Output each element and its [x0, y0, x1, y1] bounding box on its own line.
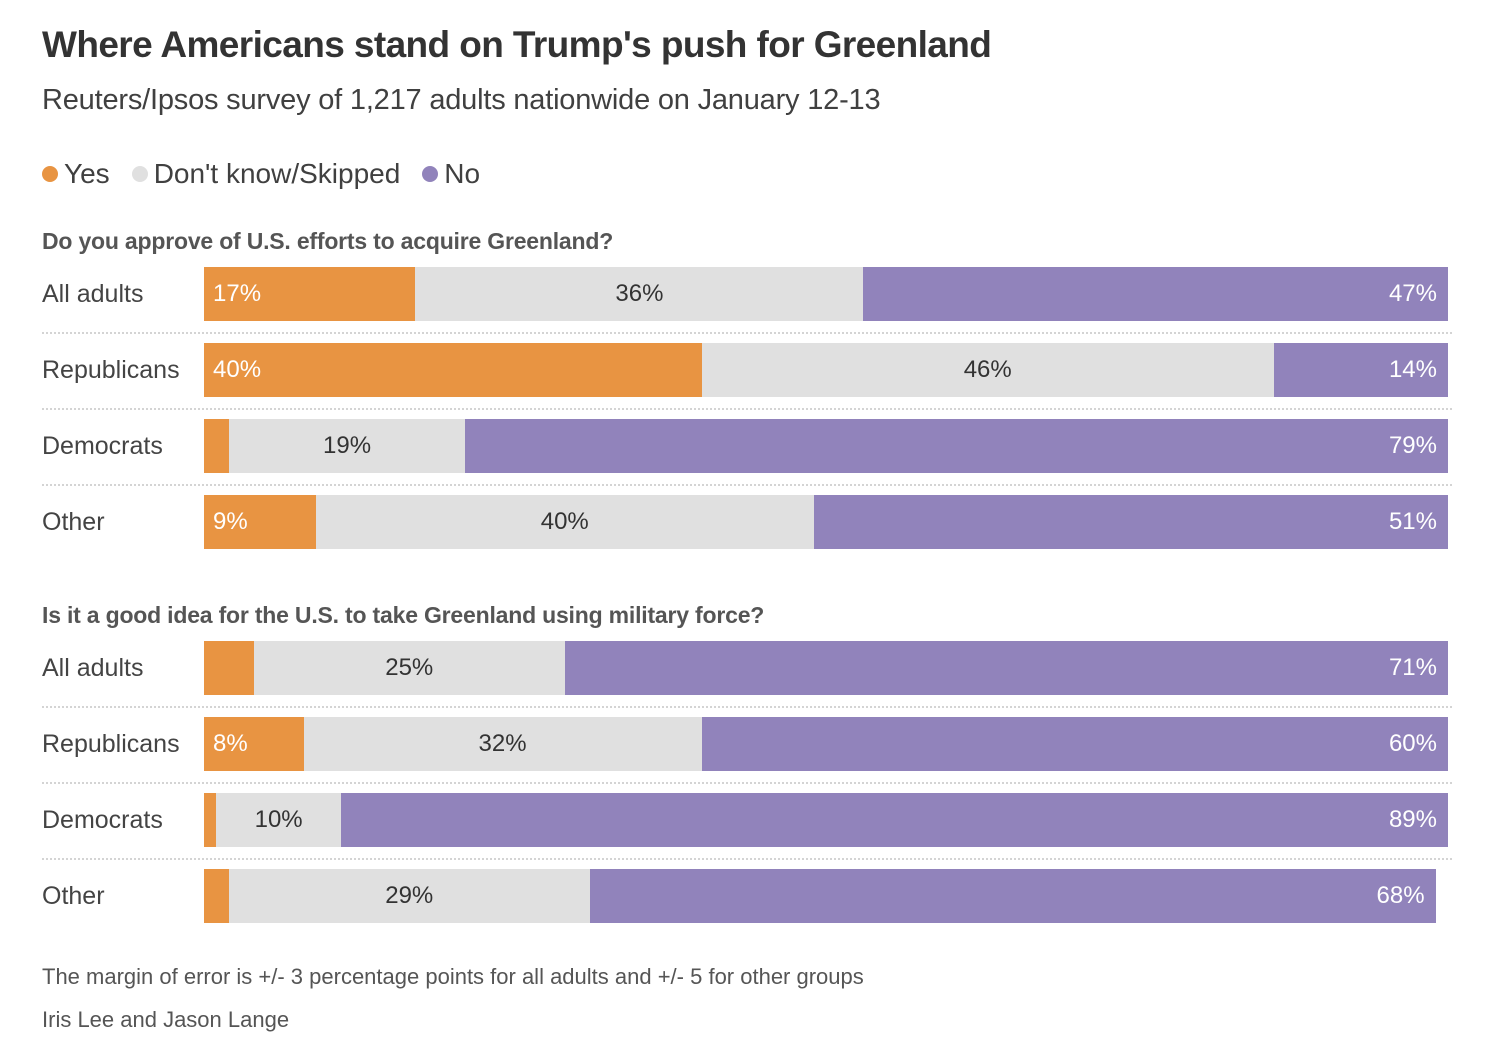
row-divider — [42, 858, 1452, 860]
stacked-bar: 25% 71% — [204, 641, 1448, 695]
row-divider — [42, 484, 1452, 486]
category-label: Other — [42, 508, 105, 536]
footnote: The margin of error is +/- 3 percentage … — [42, 964, 864, 989]
chart-title: Where Americans stand on Trump's push fo… — [42, 24, 992, 65]
bar-segment-yes — [204, 419, 229, 473]
legend-item-yes: Yes — [42, 158, 110, 190]
bar-segment-no — [465, 419, 1448, 473]
bar-segment-don-t-know-skipped — [216, 793, 341, 847]
data-label-no: 71% — [1388, 654, 1437, 681]
data-label-no: 60% — [1388, 730, 1437, 757]
bar-segment-yes — [204, 267, 416, 321]
legend-swatch-dont-know — [131, 166, 148, 182]
question-military-force: Is it a good idea for the U.S. to take G… — [42, 602, 765, 628]
data-label-yes: 9% — [213, 508, 248, 535]
category-label: Democrats — [42, 432, 163, 460]
bar-segment-don-t-know-skipped — [253, 641, 565, 695]
bar-segment-no — [340, 793, 1448, 847]
data-label-no: 14% — [1388, 356, 1437, 383]
category-label: Republicans — [42, 730, 180, 758]
stacked-bar: 8% 32% 60% — [204, 717, 1448, 771]
data-label-don-t-know-skipped: 36% — [615, 280, 664, 307]
bar-row-other: Other 29% 68% — [42, 869, 1452, 945]
bar-segment-yes — [204, 343, 702, 397]
row-divider — [42, 332, 1452, 334]
bar-segment-don-t-know-skipped — [303, 717, 702, 771]
category-label: Democrats — [42, 806, 163, 834]
data-label-no: 51% — [1388, 508, 1437, 535]
bar-segment-no — [1273, 343, 1448, 397]
byline: Iris Lee and Jason Lange — [42, 1007, 290, 1032]
stacked-bar: 40% 46% 14% — [204, 343, 1448, 397]
bar-segment-no — [863, 267, 1448, 321]
bar-segment-don-t-know-skipped — [415, 267, 864, 321]
stacked-bar: 19% 79% — [204, 419, 1448, 473]
bar-segment-don-t-know-skipped — [228, 869, 590, 923]
category-label: Republicans — [42, 356, 180, 384]
bar-row-democrats: Democrats 19% 79% — [42, 419, 1452, 495]
panel-military-force: All adults 25% 71% Republicans 8% 32% 60% Democ… — [42, 641, 1452, 945]
stacked-bar: 10% 89% — [204, 793, 1448, 847]
bar-segment-yes — [204, 495, 316, 549]
data-label-don-t-know-skipped: 32% — [478, 730, 527, 757]
bar-segment-no — [564, 641, 1448, 695]
bar-segment-yes — [204, 869, 229, 923]
data-label-no: 89% — [1388, 806, 1437, 833]
bar-row-democrats: Democrats 10% 89% — [42, 793, 1452, 869]
category-label: All adults — [42, 280, 144, 308]
data-label-no: 47% — [1388, 280, 1437, 307]
bar-segment-don-t-know-skipped — [701, 343, 1274, 397]
row-divider — [42, 408, 1452, 410]
category-label: All adults — [42, 654, 144, 682]
data-label-don-t-know-skipped: 29% — [385, 882, 434, 909]
legend-label-dont-know: Don't know/Skipped — [153, 158, 401, 189]
data-label-don-t-know-skipped: 10% — [254, 806, 303, 833]
bar-segment-don-t-know-skipped — [315, 495, 814, 549]
legend-item-no: No — [422, 158, 480, 190]
panel-acquire: All adults 17% 36% 47% Republicans 40% 46% 14% D… — [42, 267, 1452, 571]
data-label-yes: 17% — [213, 280, 262, 307]
data-label-yes: 40% — [213, 356, 262, 383]
legend-item-dont-know: Don't know/Skipped — [131, 158, 401, 190]
bar-segment-yes — [204, 717, 304, 771]
stacked-bar: 17% 36% 47% — [204, 267, 1448, 321]
question-acquire: Do you approve of U.S. efforts to acquir… — [42, 228, 614, 254]
row-divider — [42, 706, 1452, 708]
data-label-don-t-know-skipped: 19% — [323, 432, 372, 459]
bar-row-republicans: Republicans 8% 32% 60% — [42, 717, 1452, 793]
data-label-no: 68% — [1376, 882, 1425, 909]
bar-segment-yes — [204, 641, 254, 695]
legend-label-yes: Yes — [64, 158, 110, 189]
bar-segment-no — [701, 717, 1448, 771]
row-divider — [42, 782, 1452, 784]
bar-segment-don-t-know-skipped — [228, 419, 466, 473]
legend-swatch-no — [422, 166, 439, 182]
chart-subtitle: Reuters/Ipsos survey of 1,217 adults nat… — [42, 84, 881, 116]
bar-segment-yes — [204, 793, 217, 847]
stacked-bar: 9% 40% 51% — [204, 495, 1448, 549]
bar-segment-no — [813, 495, 1448, 549]
data-label-yes: 8% — [213, 730, 248, 757]
legend-swatch-yes — [42, 166, 58, 182]
bar-row-all-adults: All adults 17% 36% 47% — [42, 267, 1452, 343]
bar-row-all-adults: All adults 25% 71% — [42, 641, 1452, 717]
data-label-don-t-know-skipped: 40% — [540, 508, 589, 535]
bar-segment-no — [589, 869, 1436, 923]
stacked-bar: 29% 68% — [204, 869, 1448, 923]
bar-row-republicans: Republicans 40% 46% 14% — [42, 343, 1452, 419]
bar-row-other: Other 9% 40% 51% — [42, 495, 1452, 571]
data-label-don-t-know-skipped: 46% — [963, 356, 1012, 383]
category-label: Other — [42, 882, 105, 910]
legend: Yes Don't know/Skipped No — [42, 158, 502, 190]
data-label-no: 79% — [1388, 432, 1437, 459]
legend-label-no: No — [444, 158, 481, 189]
data-label-don-t-know-skipped: 25% — [385, 654, 434, 681]
